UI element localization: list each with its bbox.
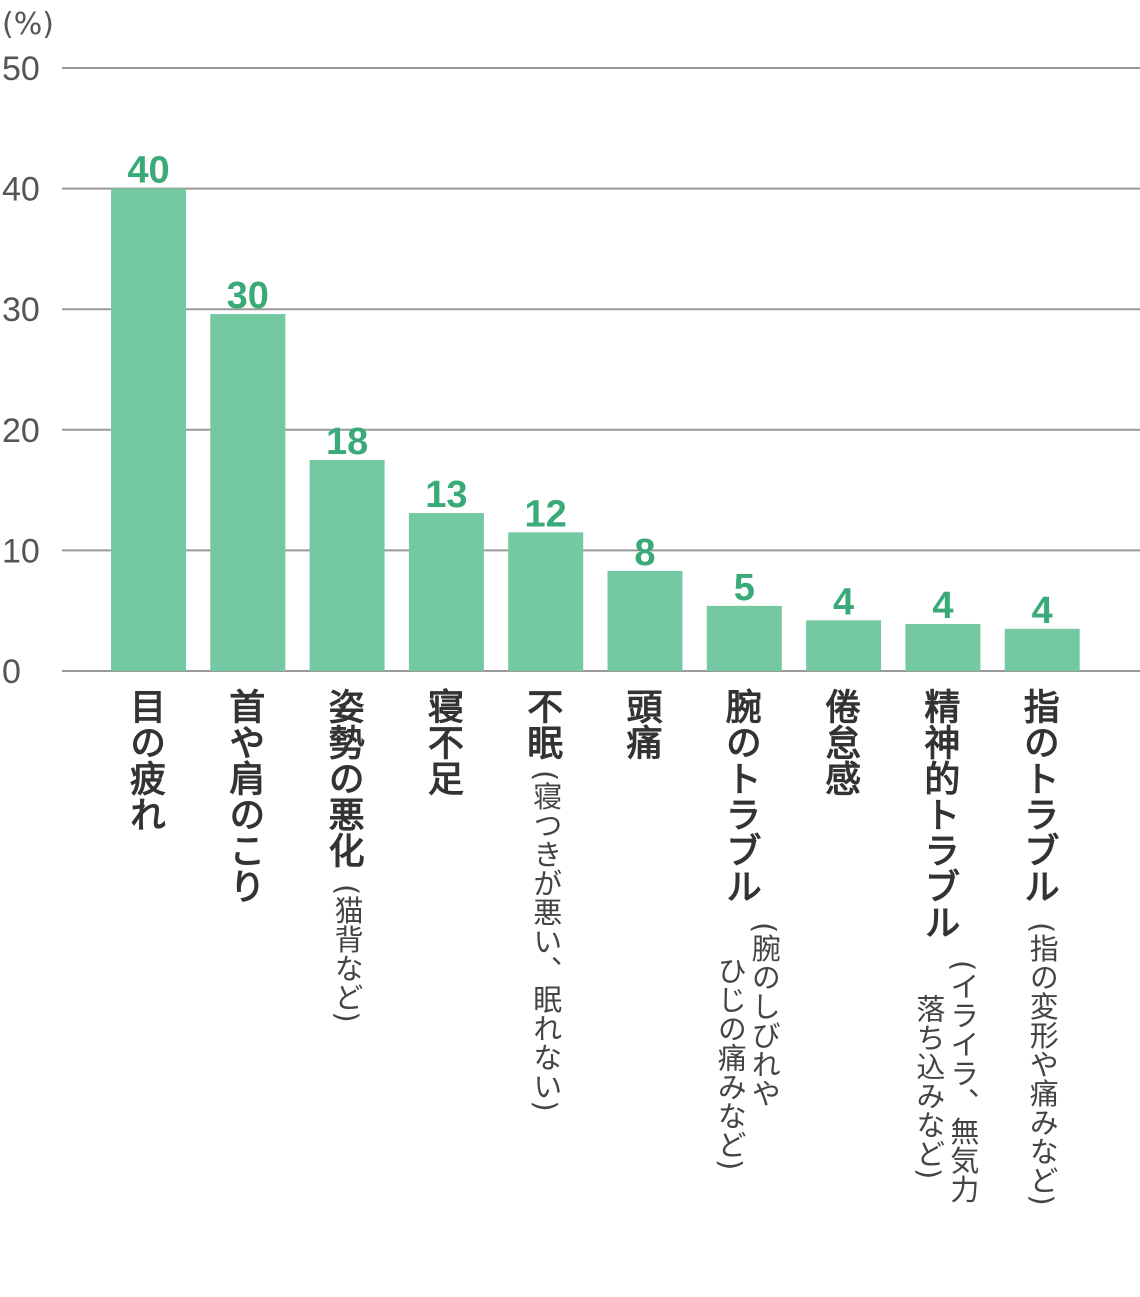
value-label: 18 xyxy=(326,421,368,463)
y-tick-label: 50 xyxy=(2,50,40,88)
category-label: 精神的トラブル xyxy=(918,688,960,940)
category-label: 頭痛 xyxy=(621,688,663,760)
value-label: 13 xyxy=(425,474,467,516)
bar xyxy=(905,623,981,671)
bar xyxy=(706,605,782,671)
value-label: 30 xyxy=(227,275,269,317)
y-tick-label: 10 xyxy=(2,532,40,570)
category-label: 指のトラブル xyxy=(1018,688,1060,904)
category-label: 倦怠感 xyxy=(819,688,861,796)
category-label: 寝不足 xyxy=(422,687,464,796)
bar xyxy=(508,532,584,671)
category-sublabel: (腕のしびれや xyxy=(747,922,781,1107)
category-label: 不眠 xyxy=(521,688,563,760)
category-label: 目の疲れ xyxy=(124,688,166,832)
y-tick-label: 0 xyxy=(2,653,21,691)
y-tick-label: 30 xyxy=(2,291,40,329)
value-label: 4 xyxy=(1032,590,1053,632)
bar xyxy=(806,620,882,671)
y-axis-tick-labels: 0 10 20 30 40 50 xyxy=(2,50,40,691)
value-label: 4 xyxy=(833,581,854,623)
y-tick-label: 40 xyxy=(2,171,40,209)
value-label: 40 xyxy=(127,150,169,192)
value-label: 5 xyxy=(734,567,755,609)
value-label: 4 xyxy=(932,585,953,627)
bar xyxy=(210,314,286,671)
value-labels: 40 30 18 13 12 8 5 4 4 4 xyxy=(127,150,1052,632)
category-sublabel: ひじの痛みなど) xyxy=(713,956,747,1170)
category-sublabel: (寝つきが悪い、眠れない) xyxy=(529,770,563,1112)
y-axis-unit-label: (%) xyxy=(2,7,54,42)
bar xyxy=(309,459,385,671)
category-sublabel: (指の変形や痛みなど) xyxy=(1025,922,1059,1206)
value-label: 8 xyxy=(634,532,655,574)
category-sublabel: 落ち込みなど) xyxy=(912,994,946,1180)
category-label: 首や肩のこり xyxy=(223,688,265,904)
bar xyxy=(1004,628,1080,671)
bars xyxy=(111,188,1080,671)
category-labels: 目の疲れ 首や肩のこり 姿勢の悪化 (猫背など) 寝不足 不眠 (寝つきが悪い、眠れない) 頭… xyxy=(124,687,1060,1206)
category-label: 姿勢の悪化 xyxy=(323,688,365,868)
bar xyxy=(111,188,186,671)
bar xyxy=(607,570,683,671)
category-label: 腕のトラブル xyxy=(720,687,762,904)
y-tick-label: 20 xyxy=(2,412,40,450)
value-label: 12 xyxy=(525,493,567,535)
category-sublabel: (猫背など) xyxy=(330,884,364,1023)
category-sublabel: (イライラ、無気力 xyxy=(946,960,980,1203)
bar xyxy=(408,513,484,671)
